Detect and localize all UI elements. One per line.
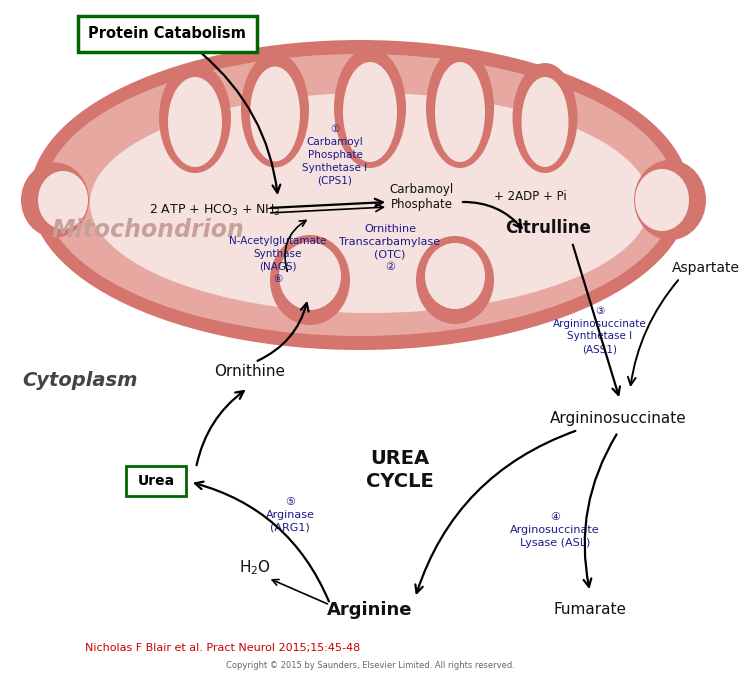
Ellipse shape: [343, 62, 397, 162]
Text: Fumarate: Fumarate: [554, 603, 627, 618]
Ellipse shape: [334, 48, 406, 168]
Ellipse shape: [634, 160, 706, 240]
Text: Citrulline: Citrulline: [505, 219, 591, 237]
Text: Protein Catabolism: Protein Catabolism: [88, 27, 246, 42]
Ellipse shape: [250, 66, 300, 161]
Ellipse shape: [38, 171, 88, 229]
Ellipse shape: [21, 163, 89, 237]
Text: Copyright © 2015 by Saunders, Elsevier Limited. All rights reserved.: Copyright © 2015 by Saunders, Elsevier L…: [226, 661, 514, 670]
Ellipse shape: [159, 63, 231, 173]
Text: Argininosuccinate: Argininosuccinate: [550, 410, 687, 425]
Text: Urea: Urea: [138, 474, 175, 488]
Ellipse shape: [416, 236, 494, 324]
Ellipse shape: [279, 242, 341, 310]
FancyBboxPatch shape: [78, 16, 257, 52]
Ellipse shape: [44, 54, 676, 336]
Text: ④
Arginosuccinate
Lysase (ASL): ④ Arginosuccinate Lysase (ASL): [510, 512, 600, 548]
Text: Ornithine: Ornithine: [215, 365, 286, 380]
Ellipse shape: [168, 77, 222, 167]
FancyBboxPatch shape: [126, 466, 186, 496]
Text: Aspartate: Aspartate: [672, 261, 740, 275]
Ellipse shape: [270, 235, 350, 325]
Text: Arginine: Arginine: [327, 601, 413, 619]
Ellipse shape: [522, 77, 568, 167]
Text: Nicholas F Blair et al. Pract Neurol 2015;15:45-48: Nicholas F Blair et al. Pract Neurol 201…: [85, 643, 360, 653]
Text: 2 ATP + HCO$_3$ + NH$_3$: 2 ATP + HCO$_3$ + NH$_3$: [149, 202, 281, 218]
Text: Ornithine
Transcarbamylase
(OTC)
②: Ornithine Transcarbamylase (OTC) ②: [340, 224, 440, 272]
Ellipse shape: [30, 40, 690, 350]
Text: UREA
CYCLE: UREA CYCLE: [366, 449, 434, 491]
Text: H$_2$O: H$_2$O: [239, 559, 271, 577]
Text: Mitochondrion: Mitochondrion: [52, 218, 244, 242]
Text: Cytoplasm: Cytoplasm: [22, 371, 138, 389]
Ellipse shape: [425, 243, 485, 309]
Text: Carbamoyl
Phosphate: Carbamoyl Phosphate: [390, 183, 454, 211]
Ellipse shape: [90, 93, 650, 313]
Ellipse shape: [513, 63, 577, 173]
Text: + 2ADP + Pi: + 2ADP + Pi: [494, 191, 566, 204]
Ellipse shape: [426, 48, 494, 168]
Ellipse shape: [241, 53, 309, 168]
Text: ③
Argininosuccinate
Synthetase I
(ASS1): ③ Argininosuccinate Synthetase I (ASS1): [553, 306, 647, 354]
Ellipse shape: [635, 169, 689, 231]
Text: ⑤
Arginase
(ARG1): ⑤ Arginase (ARG1): [266, 497, 314, 533]
Text: ①
Carbamoyl
Phosphate
Synthetase I
(CPS1): ① Carbamoyl Phosphate Synthetase I (CPS1…: [303, 124, 368, 185]
Ellipse shape: [435, 62, 485, 162]
Text: N-Acetylglutamate
Synthase
(NAGS)
⑥: N-Acetylglutamate Synthase (NAGS) ⑥: [229, 236, 326, 284]
